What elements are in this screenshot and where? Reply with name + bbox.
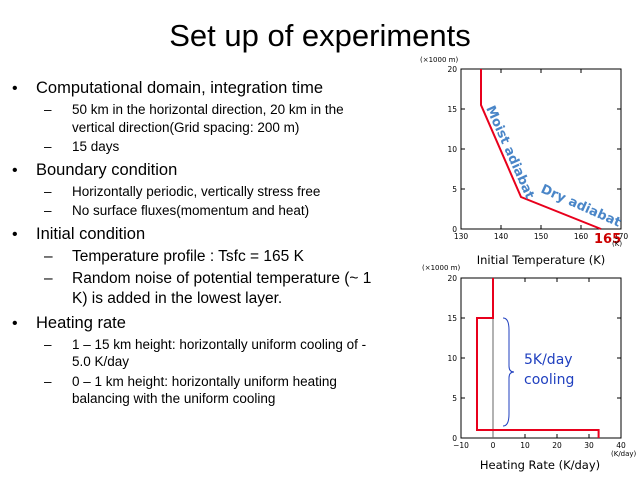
heating-profile-line xyxy=(476,278,600,438)
bullet-heating: • Heating rate xyxy=(12,313,126,332)
x-tick-label: 170 xyxy=(614,232,629,241)
x-tick-label: 30 xyxy=(584,441,594,450)
y-tick-label: 20 xyxy=(447,274,457,283)
x-tick-label: 150 xyxy=(534,232,549,241)
bullet-list: • Computational domain, integration time … xyxy=(10,74,380,408)
y-tick-label: 15 xyxy=(447,314,457,323)
y-unit-label: (×1000 m) xyxy=(420,56,458,64)
x-axis-title: Initial Temperature (K) xyxy=(477,253,606,267)
initial-temperature-chart: 130 140 150 160 170 0 5 10 15 20 Moist adiabat Dr… xyxy=(420,56,629,267)
dry-adiabat-label: Dry adiabat xyxy=(538,182,622,231)
x-unit-label: (K/day) xyxy=(611,450,637,458)
sub-bullet-text: Temperature profile : Tsfc = 165 K xyxy=(72,247,304,265)
sub-bullet-text: 0 – 1 km height: horizontally uniform he… xyxy=(72,373,337,407)
y-tick-label: 20 xyxy=(447,65,457,74)
slide-title: Set up of experiments xyxy=(169,18,471,53)
sub-bullet-text: Horizontally periodic, vertically stress… xyxy=(72,183,321,199)
x-tick-label: 40 xyxy=(616,441,626,450)
x-tick-label: 0 xyxy=(491,441,496,450)
bullet-dot: • xyxy=(12,80,18,97)
y-tick-label: 10 xyxy=(447,354,457,363)
x-tick-label: 10 xyxy=(520,441,530,450)
cooling-label-line1: 5K/day xyxy=(524,352,573,368)
x-tick-label: 160 xyxy=(574,232,589,241)
x-tick-label: −10 xyxy=(453,441,469,450)
x-axis-title: Heating Rate (K/day) xyxy=(480,458,600,472)
bullet-text: Heating rate xyxy=(36,313,126,332)
bullet-text: Initial condition xyxy=(36,224,146,243)
sub-bullet-fluxes: – No surface fluxes(momentum and heat) xyxy=(44,203,310,218)
sub-bullet-cooling: –1 – 15 km height: horizontally uniform … xyxy=(44,336,367,370)
y-tick-label: 0 xyxy=(452,434,457,443)
bullet-initial: • Initial condition xyxy=(12,224,146,243)
sub-bullet-grid: –50 km in the horizontal direction, 20 k… xyxy=(44,102,344,135)
sub-bullet-text: 50 km in the horizontal direction, 20 km… xyxy=(72,102,344,135)
sub-bullet-noise: – Random noise of potential temperature (… xyxy=(44,269,372,307)
x-unit-label: (K) xyxy=(612,240,622,248)
x-tick-label: 130 xyxy=(454,232,469,241)
y-tick-label: 5 xyxy=(452,394,457,403)
sub-bullet-profile: – Temperature profile : Tsfc = 165 K xyxy=(44,247,304,265)
y-tick-label: 0 xyxy=(452,225,457,234)
sub-bullet-days: –15 days xyxy=(44,139,120,154)
y-tick-label: 5 xyxy=(452,185,457,194)
bullet-domain: • Computational domain, integration time xyxy=(10,78,380,99)
moist-adiabat-label: Moist adiabat xyxy=(482,104,537,202)
bullet-text: Boundary condition xyxy=(36,160,178,179)
x-tick-label: 140 xyxy=(494,232,509,241)
cooling-label-line2: cooling xyxy=(524,372,574,388)
y-tick-label: 10 xyxy=(447,145,457,154)
y-unit-label: (×1000 m) xyxy=(422,264,460,272)
sub-bullet-text: 1 – 15 km height: horizontally uniform c… xyxy=(72,336,367,370)
bullet-text: Computational domain, integration time xyxy=(36,79,324,97)
cooling-brace xyxy=(502,317,515,427)
sub-bullet-periodic: – Horizontally periodic, vertically stres… xyxy=(44,183,321,199)
sub-bullet-heating: –0 – 1 km height: horizontally uniform h… xyxy=(44,373,337,407)
sub-bullet-text: No surface fluxes(momentum and heat) xyxy=(72,203,310,218)
temperature-profile-line xyxy=(480,69,602,230)
sub-bullet-text: 15 days xyxy=(72,139,120,154)
bullet-boundary: • Boundary condition xyxy=(12,160,178,179)
y-tick-label: 15 xyxy=(447,105,457,114)
surface-temperature-label: 165 xyxy=(594,232,621,247)
sub-bullet-text: Random noise of potential temperature (~… xyxy=(72,269,372,307)
x-tick-label: 20 xyxy=(552,441,562,450)
